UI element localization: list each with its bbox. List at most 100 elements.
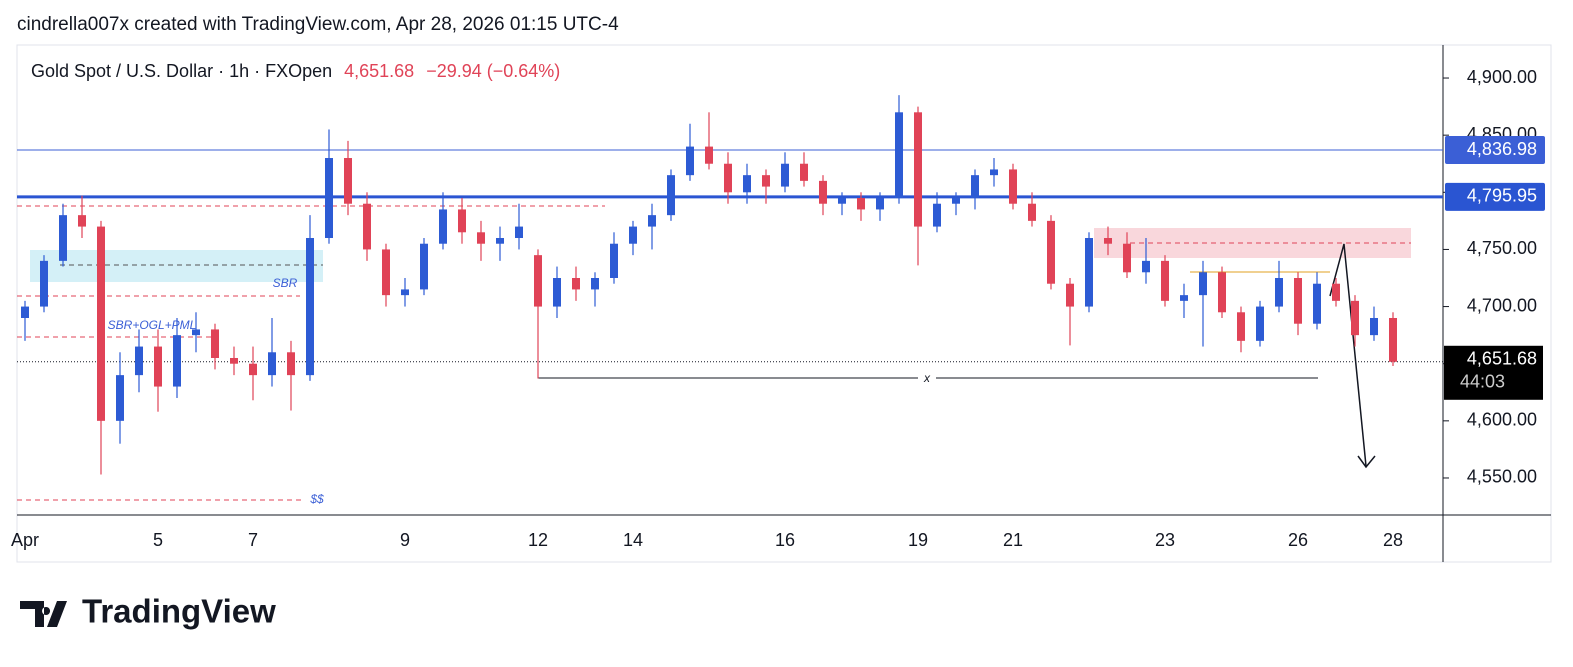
annotation: x — [923, 371, 931, 385]
x-tick-label: 19 — [908, 530, 928, 550]
candle-body — [382, 249, 390, 296]
x-tick-label: 9 — [400, 530, 410, 550]
price-label: 4,795.95 — [1467, 186, 1537, 206]
candle-body — [1199, 272, 1207, 296]
candle-body — [572, 278, 580, 290]
candle-body — [1180, 295, 1188, 301]
x-tick-label: 23 — [1155, 530, 1175, 550]
y-tick-label: 4,600.00 — [1467, 410, 1537, 430]
candle-body — [819, 180, 827, 204]
candle-body — [800, 163, 808, 181]
candle-body — [1218, 272, 1226, 313]
arrow-head — [1357, 455, 1376, 469]
x-tick-label: 21 — [1003, 530, 1023, 550]
candle-body — [1294, 278, 1302, 324]
candle-body — [857, 198, 865, 210]
candle-body — [1370, 317, 1378, 336]
annotation: SBR+OGL+PML — [108, 318, 197, 332]
candle-body — [496, 238, 504, 244]
candle-body — [1047, 220, 1055, 284]
candle-body — [1142, 260, 1150, 273]
candle-body — [1313, 283, 1321, 324]
candle-body — [1104, 238, 1112, 244]
candle-body — [78, 215, 86, 227]
candle-body — [287, 352, 295, 376]
y-tick-label: 4,550.00 — [1467, 467, 1537, 487]
candle-body — [1351, 300, 1359, 336]
x-tick-label: 5 — [153, 530, 163, 550]
candle-body — [914, 112, 922, 227]
candle-body — [306, 238, 314, 376]
candle-body — [325, 158, 333, 239]
candle-body — [1256, 306, 1264, 341]
candle-body — [648, 215, 656, 227]
arrow — [1329, 243, 1367, 467]
candle-body — [1066, 283, 1074, 307]
last-price-label: 4,651.68 — [1467, 349, 1537, 369]
candle-body — [876, 198, 884, 210]
candle-body — [97, 226, 105, 421]
candle-body — [211, 329, 219, 358]
candle-body — [192, 329, 200, 336]
candle-body — [230, 357, 238, 364]
candle-body — [363, 203, 371, 250]
price-label: 4,836.98 — [1467, 139, 1537, 159]
candle-body — [401, 289, 409, 296]
x-tick-label: 12 — [528, 530, 548, 550]
y-tick-label: 4,700.00 — [1467, 295, 1537, 315]
credit: cindrella007x created with TradingView.c… — [17, 14, 619, 35]
candle-body — [1009, 169, 1017, 204]
candle-body — [1161, 260, 1169, 301]
x-tick-label: Apr — [11, 530, 39, 550]
x-tick-label: 14 — [623, 530, 643, 550]
x-tick-label: 16 — [775, 530, 795, 550]
candle-body — [781, 163, 789, 187]
frame — [16, 44, 1552, 563]
candle-body — [1028, 203, 1036, 221]
candle-body — [933, 203, 941, 227]
candle-body — [743, 175, 751, 193]
candle-body — [1237, 312, 1245, 341]
annotation: $$ — [309, 492, 324, 506]
legend: Gold Spot / U.S. Dollar · 1h · FXOpen 4,… — [31, 61, 560, 81]
candle-body — [762, 175, 770, 187]
candle-body — [1389, 317, 1397, 362]
candle-body — [154, 346, 162, 387]
symbol-title: Gold Spot / U.S. Dollar · 1h · FXOpen — [31, 61, 332, 81]
countdown: 44:03 — [1460, 372, 1505, 392]
x-tick-label: 7 — [248, 530, 258, 550]
candle-body — [21, 306, 29, 318]
candle-body — [838, 198, 846, 204]
candle-body — [268, 352, 276, 376]
brand-name: TradingView — [82, 593, 276, 630]
candle-body — [249, 363, 257, 376]
candle-body — [515, 226, 523, 239]
last-price-box — [1444, 345, 1543, 400]
candle-body — [952, 198, 960, 204]
candle-body — [534, 255, 542, 307]
candle-body — [1332, 283, 1340, 301]
candle-body — [439, 209, 447, 244]
y-tick-label: 4,750.00 — [1467, 238, 1537, 258]
candle-body — [971, 175, 979, 199]
candle-body — [477, 232, 485, 244]
x-tick-label: 26 — [1288, 530, 1308, 550]
candles — [21, 95, 1397, 475]
y-tick-label: 4,900.00 — [1467, 67, 1537, 87]
candle-body — [59, 215, 67, 261]
logo — [20, 601, 67, 627]
candle-body — [895, 112, 903, 199]
legend-change: −29.94 (−0.64%) — [426, 61, 560, 81]
candle-body — [420, 243, 428, 290]
x-tick-label: 28 — [1383, 530, 1403, 550]
candle-body — [344, 158, 352, 204]
candle-body — [629, 226, 637, 244]
candle-body — [591, 278, 599, 290]
candle-body — [40, 260, 48, 307]
candle-body — [1085, 238, 1093, 307]
candle-body — [173, 335, 181, 387]
zone — [30, 250, 323, 282]
brand: TradingView — [20, 593, 276, 630]
